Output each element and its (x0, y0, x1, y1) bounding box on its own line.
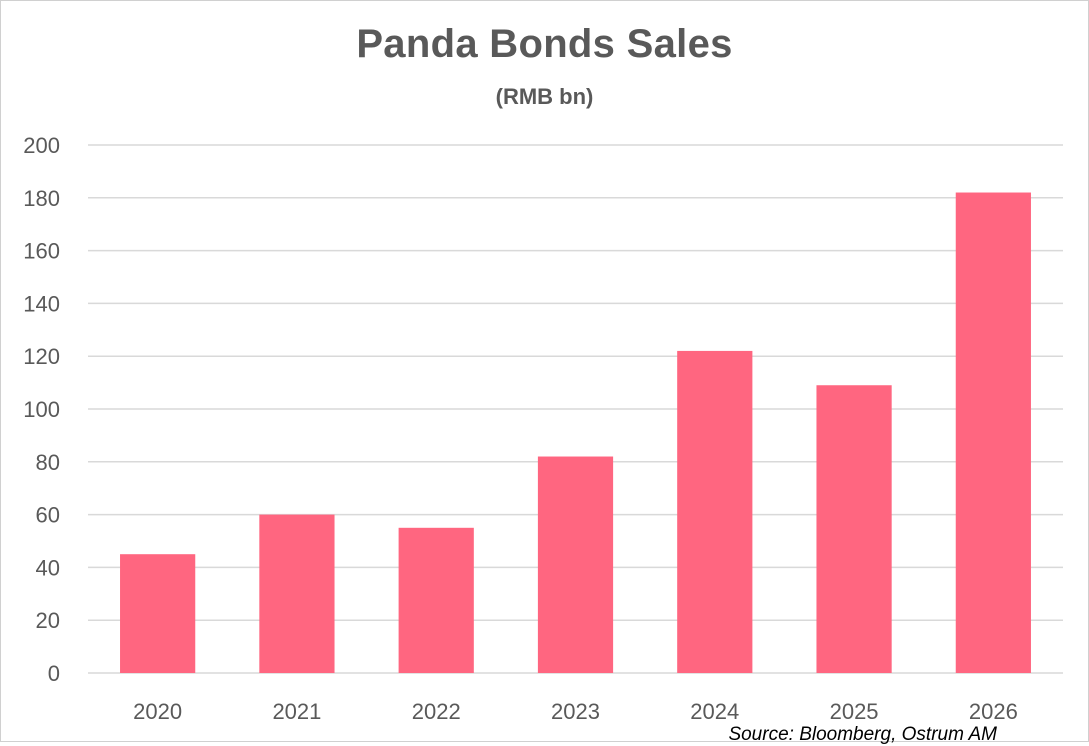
x-tick-label-2026: 2026 (969, 699, 1018, 724)
y-tick-label: 140 (23, 291, 60, 316)
y-tick-label: 160 (23, 239, 60, 264)
y-tick-label: 80 (36, 450, 60, 475)
x-tick-label-2024: 2024 (690, 699, 739, 724)
y-tick-label: 60 (36, 503, 60, 528)
bar-2023 (537, 456, 614, 673)
y-tick-label: 120 (23, 344, 60, 369)
x-tick-label-2021: 2021 (272, 699, 321, 724)
bar-2020 (120, 554, 196, 673)
y-tick-label: 40 (36, 555, 60, 580)
bar-2025 (816, 385, 892, 673)
chart-title: Panda Bonds Sales (356, 22, 733, 66)
y-axis-tick-labels: 0 20 40 60 80 100 120 140 160 180 200 (23, 133, 60, 686)
bar-2022 (398, 527, 474, 673)
bar-2026 (955, 192, 1031, 673)
x-tick-label-2023: 2023 (551, 699, 600, 724)
bar-2024 (677, 350, 753, 673)
bars (120, 192, 1031, 673)
gridlines (88, 144, 1063, 674)
chart-subtitle: (RMB bn) (495, 84, 594, 109)
y-tick-label: 0 (48, 661, 60, 686)
x-tick-label-2025: 2025 (830, 699, 879, 724)
x-tick-label-2022: 2022 (412, 699, 461, 724)
x-tick-label-2020: 2020 (133, 699, 182, 724)
bar-2021 (259, 514, 335, 673)
x-axis-tick-labels: 2020 2021 2022 2023 2024 2025 2026 (133, 699, 1018, 724)
y-tick-label: 180 (23, 186, 60, 211)
source-note: Source: Bloomberg, Ostrum AM (728, 724, 997, 745)
y-tick-label: 100 (23, 397, 60, 422)
y-tick-label: 20 (36, 608, 60, 633)
y-tick-label: 200 (23, 133, 60, 158)
